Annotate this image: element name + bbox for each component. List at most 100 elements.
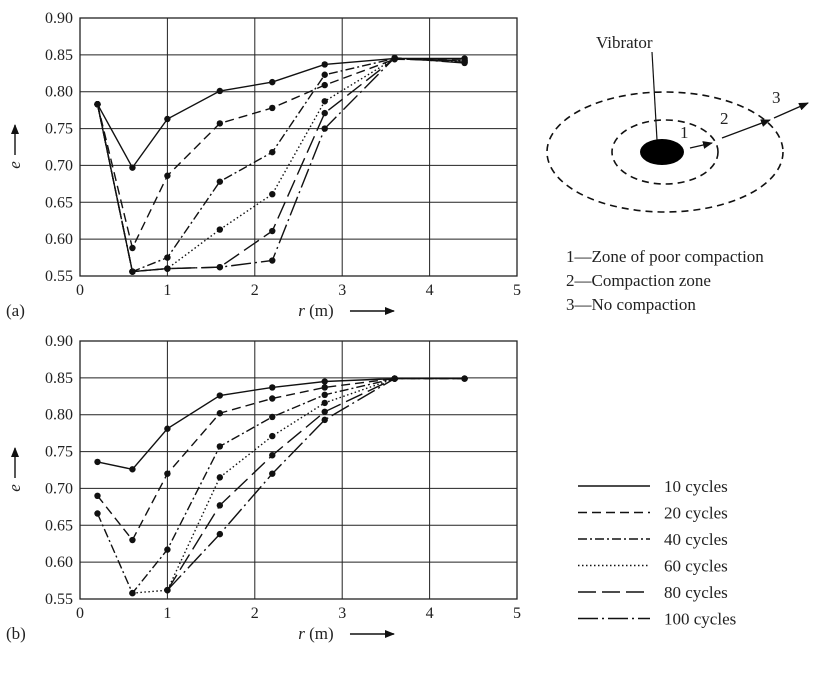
y-axis-label: e bbox=[5, 161, 24, 169]
zone-item-3: 3—No compaction bbox=[566, 295, 696, 314]
y-tick-label: 0.70 bbox=[45, 480, 73, 497]
data-point bbox=[269, 452, 276, 459]
y-tick-label: 0.80 bbox=[45, 84, 73, 101]
data-point bbox=[164, 586, 171, 594]
series-line bbox=[97, 377, 465, 471]
arrow-number-3: 3 bbox=[772, 88, 781, 107]
y-tick-label: 0.75 bbox=[45, 444, 73, 461]
arrow-zone-1 bbox=[689, 141, 713, 149]
y-tick-label: 0.55 bbox=[45, 591, 73, 608]
data-point bbox=[269, 104, 276, 112]
data-point bbox=[321, 61, 328, 68]
data-point bbox=[216, 410, 224, 417]
x-tick-label: 1 bbox=[163, 282, 171, 299]
plot-frame bbox=[79, 17, 518, 277]
data-point bbox=[216, 178, 224, 185]
data-point bbox=[216, 502, 224, 509]
arrow-zone-2 bbox=[721, 119, 771, 139]
data-point bbox=[269, 257, 276, 264]
data-point bbox=[94, 510, 101, 517]
arrow-number-2: 2 bbox=[720, 109, 729, 128]
inner-zone-boundary bbox=[611, 119, 719, 185]
series-line bbox=[132, 377, 395, 594]
data-point bbox=[129, 466, 136, 473]
y-tick-label: 0.70 bbox=[45, 157, 73, 174]
series-line bbox=[96, 377, 465, 542]
panel-label: (b) bbox=[6, 624, 26, 643]
plot-frame bbox=[79, 340, 518, 600]
data-point bbox=[321, 408, 328, 415]
series-line bbox=[96, 377, 465, 595]
y-tick-label: 0.80 bbox=[45, 407, 73, 424]
data-point bbox=[269, 148, 276, 156]
data-point bbox=[216, 392, 224, 399]
data-point bbox=[216, 443, 224, 450]
y-tick-label: 0.60 bbox=[45, 554, 73, 571]
data-point bbox=[269, 78, 276, 86]
data-point bbox=[216, 263, 224, 271]
data-point bbox=[216, 120, 224, 127]
y-tick-label: 0.55 bbox=[45, 268, 73, 285]
y-tick-label: 0.75 bbox=[45, 121, 73, 138]
series-line bbox=[96, 57, 465, 273]
data-point bbox=[94, 101, 101, 108]
data-point bbox=[164, 265, 171, 272]
data-point bbox=[269, 227, 276, 235]
data-point bbox=[216, 530, 224, 538]
series-line bbox=[96, 57, 465, 273]
vibrator-shape bbox=[640, 139, 684, 165]
legend-label: 10 cycles bbox=[664, 477, 728, 496]
y-tick-label: 0.60 bbox=[45, 231, 73, 248]
data-point bbox=[321, 391, 328, 399]
y-tick-label: 0.65 bbox=[45, 517, 73, 534]
data-point bbox=[321, 399, 328, 407]
legend-label: 40 cycles bbox=[664, 530, 728, 549]
outer-zone-boundary bbox=[546, 91, 784, 213]
data-point bbox=[129, 268, 136, 275]
x-tick-label: 5 bbox=[513, 282, 521, 299]
vibrator-pointer bbox=[651, 51, 658, 141]
legend-label: 60 cycles bbox=[664, 557, 728, 576]
data-point bbox=[164, 172, 171, 179]
data-point bbox=[391, 54, 398, 62]
x-tick-label: 5 bbox=[513, 605, 521, 622]
data-point bbox=[321, 81, 328, 89]
legend-label: 100 cycles bbox=[664, 610, 736, 629]
x-tick-label: 4 bbox=[426, 605, 434, 622]
data-point bbox=[269, 190, 276, 198]
data-point bbox=[216, 87, 224, 95]
legend: 10 cycles 20 cycles 40 cycles 60 cycles 80 c… bbox=[578, 477, 736, 629]
chart-panel-b: 0 1 2 3 4 5 0.55 0.60 0.65 0.70 0.75 0.80 0.85 0.90 e r… bbox=[5, 333, 521, 643]
series-line bbox=[166, 377, 395, 591]
data-point bbox=[269, 470, 276, 477]
data-point bbox=[269, 384, 276, 391]
data-point bbox=[321, 384, 328, 391]
y-tick-label: 0.90 bbox=[45, 10, 73, 27]
series-line bbox=[96, 57, 465, 169]
legend-label: 20 cycles bbox=[664, 504, 728, 523]
x-tick-label: 3 bbox=[338, 605, 346, 622]
data-point bbox=[216, 226, 224, 233]
data-point bbox=[129, 536, 136, 544]
series-line bbox=[166, 377, 395, 591]
data-point bbox=[164, 470, 171, 477]
y-tick-label: 0.90 bbox=[45, 333, 73, 350]
data-point bbox=[164, 425, 171, 432]
data-point bbox=[129, 589, 136, 597]
x-tick-label: 0 bbox=[76, 282, 84, 299]
data-point bbox=[164, 254, 171, 261]
data-point bbox=[164, 546, 171, 553]
y-tick-label: 0.65 bbox=[45, 194, 73, 211]
data-point bbox=[461, 59, 468, 67]
chart-panel-a: 0 1 2 3 4 5 0.55 0.60 0.65 0.70 0.75 0.80 0.85 0.90 e r… bbox=[5, 10, 521, 320]
series-line bbox=[96, 57, 465, 273]
data-point bbox=[216, 474, 224, 481]
data-point bbox=[321, 378, 328, 385]
x-axis-label: r (m) bbox=[298, 624, 333, 643]
vibrator-label: Vibrator bbox=[596, 33, 653, 52]
zone-item-1: 1—Zone of poor compaction bbox=[566, 247, 764, 266]
data-point bbox=[321, 71, 328, 78]
zone-item-2: 2—Compaction zone bbox=[566, 271, 711, 290]
arrow-zone-3 bbox=[773, 102, 809, 119]
